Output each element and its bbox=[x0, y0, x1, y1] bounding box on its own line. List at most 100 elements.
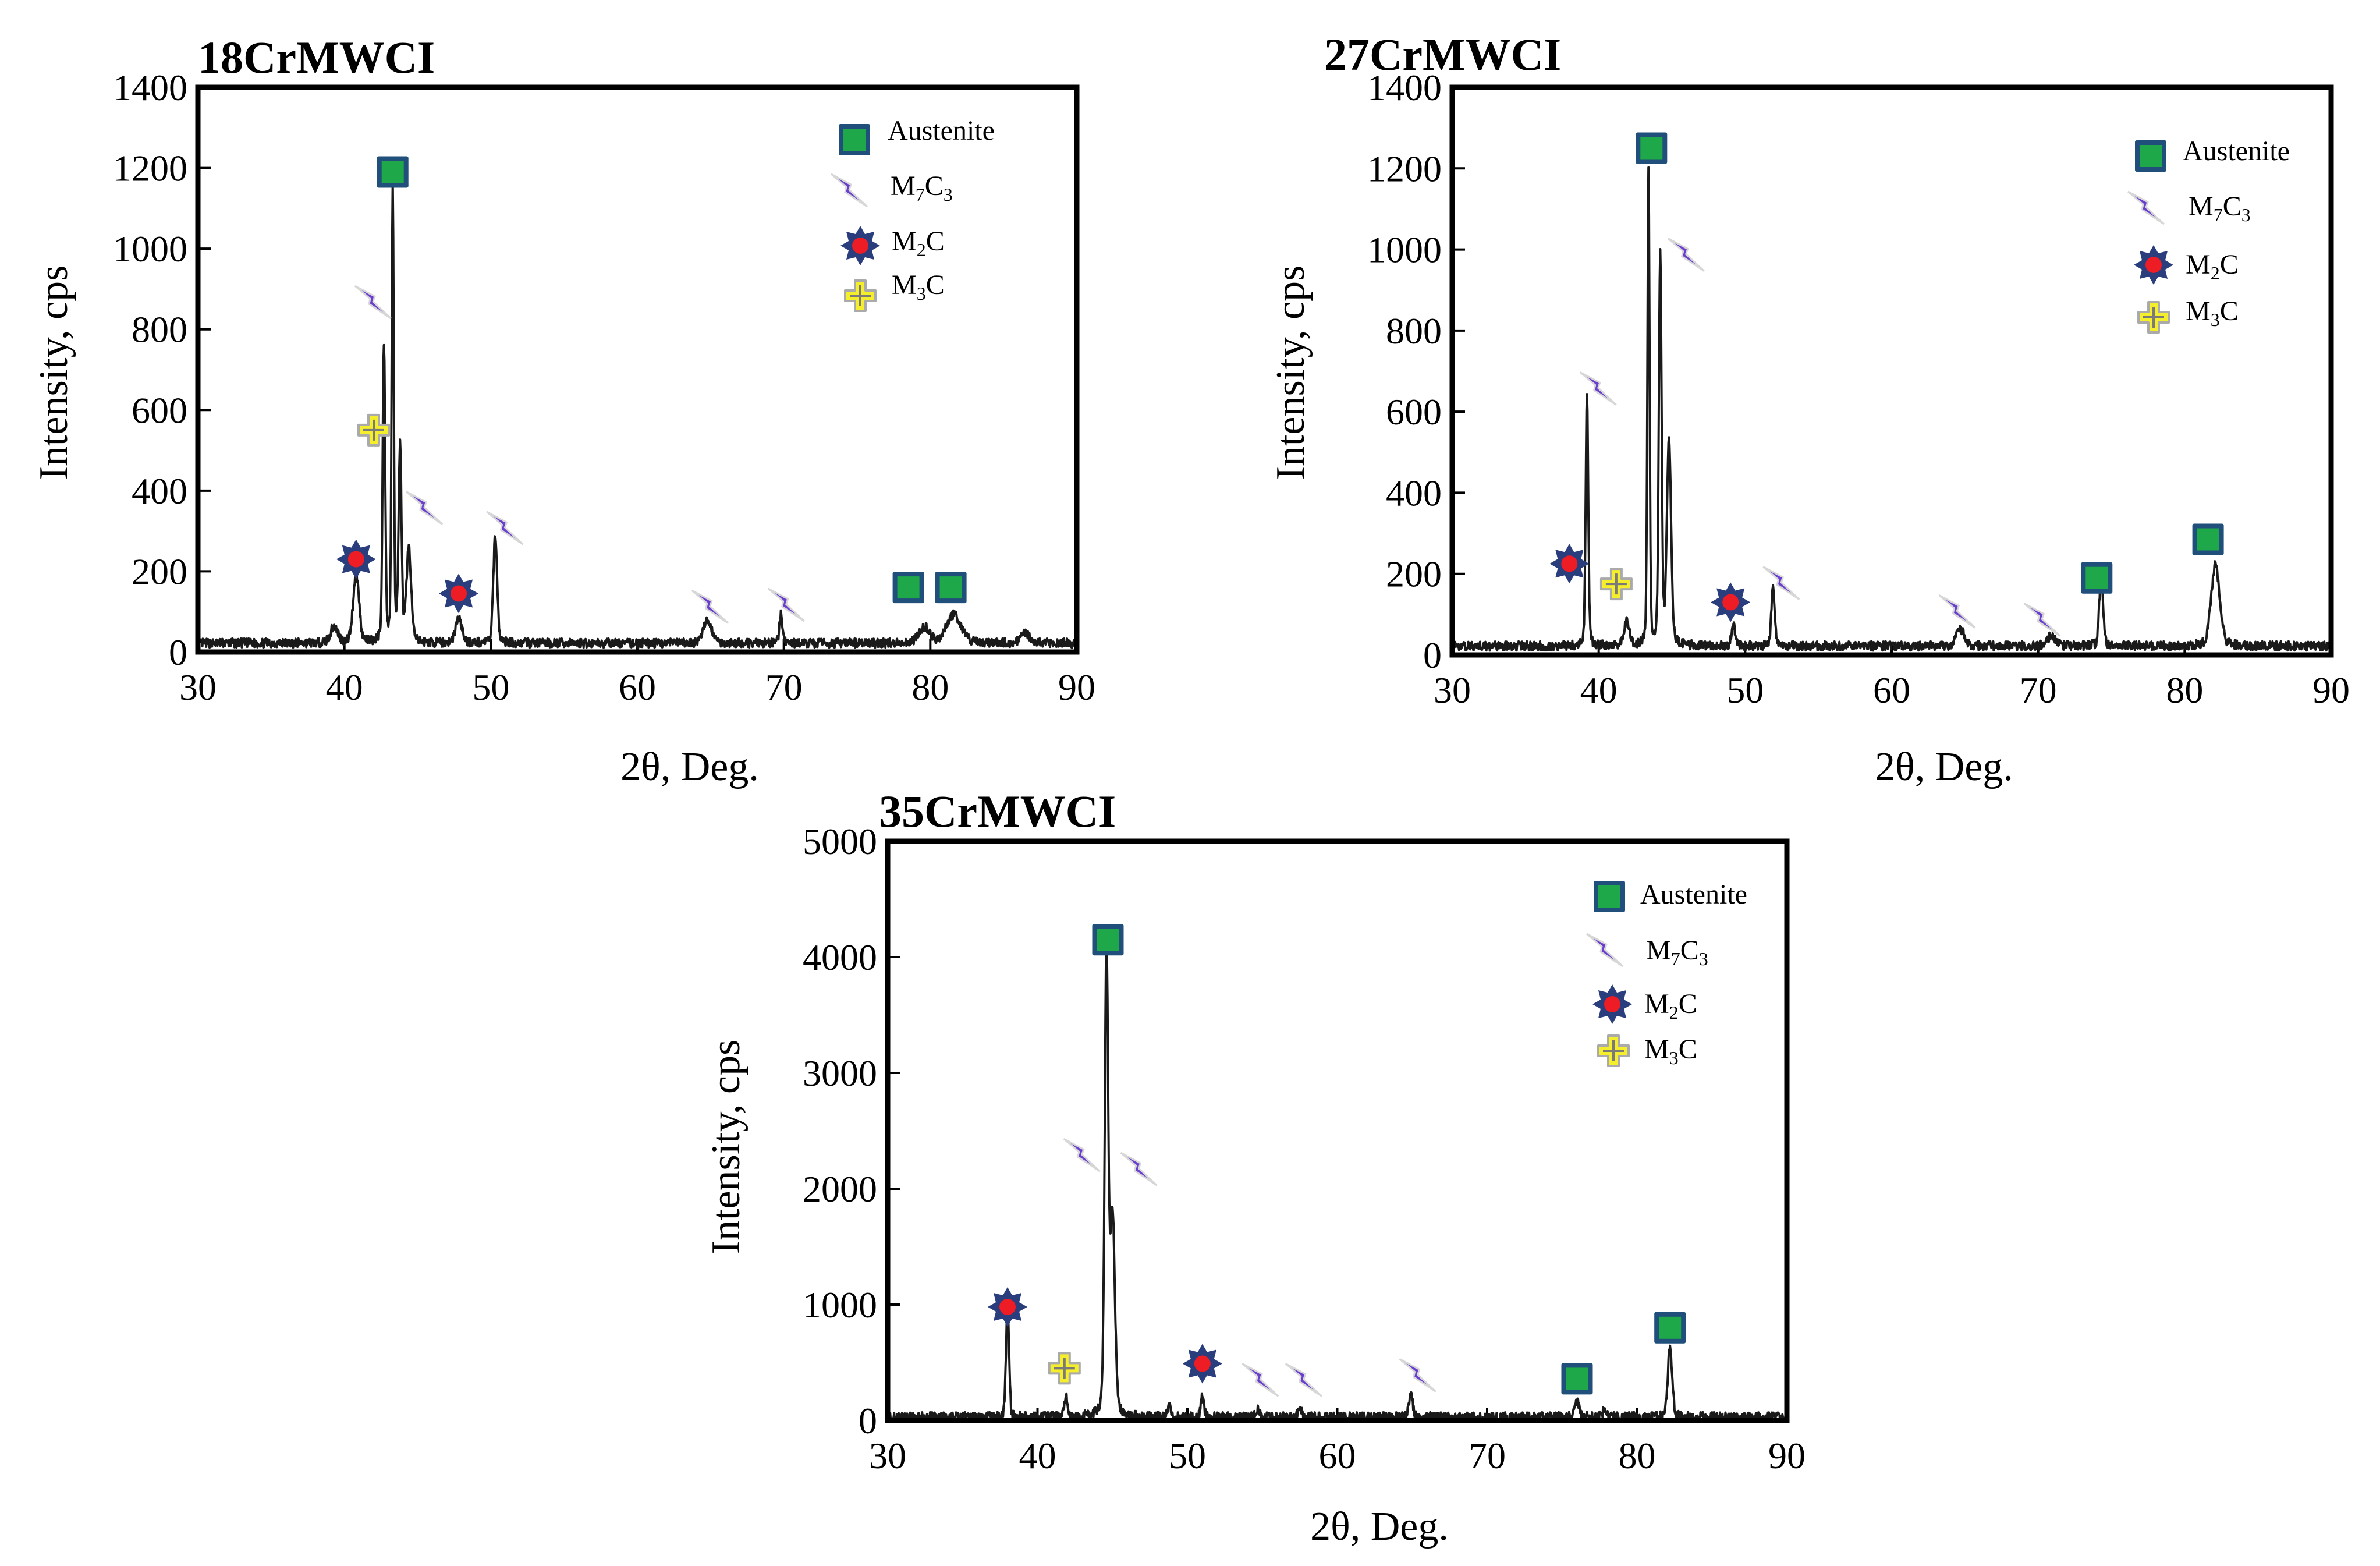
xrd-trace bbox=[1451, 166, 2332, 652]
axis-ticks: 30 40 50 60 70 80 90 0 1000 2000 3000 4000 5000 bbox=[803, 821, 1806, 1476]
y-tick-label: 1400 bbox=[1367, 67, 1442, 108]
marker-austenite bbox=[2192, 523, 2224, 555]
legend-item-austenite: Austenite bbox=[839, 115, 995, 155]
y-tick-label: 200 bbox=[132, 551, 187, 592]
legend-label-m2c: M2C bbox=[892, 226, 945, 260]
legend-label-m3c: M3C bbox=[1644, 1034, 1697, 1068]
x-tick-label: 70 bbox=[765, 667, 803, 708]
x-tick-label: 70 bbox=[2020, 669, 2057, 711]
y-tick-label: 3000 bbox=[803, 1053, 877, 1094]
legend-item-austenite: Austenite bbox=[1594, 879, 1747, 912]
marker-m7c3 bbox=[486, 511, 524, 545]
marker-austenite bbox=[1092, 924, 1124, 956]
marker-m7c3 bbox=[1063, 1138, 1101, 1172]
marker-m3c bbox=[1599, 568, 1633, 601]
legend-label-m3c: M3C bbox=[892, 270, 945, 304]
legend: Austenite M7C3 M2C M3C bbox=[1586, 879, 1747, 1068]
x-tick-label: 90 bbox=[1058, 667, 1095, 708]
marker-m2c bbox=[988, 1287, 1027, 1327]
chart-title: 18CrMWCI bbox=[198, 32, 435, 83]
marker-m2c bbox=[336, 539, 376, 579]
x-tick-label: 50 bbox=[472, 667, 509, 708]
marker-m7c3 bbox=[405, 491, 444, 526]
legend-item-austenite: Austenite bbox=[2135, 136, 2290, 172]
x-tick-label: 90 bbox=[2312, 669, 2350, 711]
marker-m7c3 bbox=[1762, 566, 1800, 601]
marker-austenite bbox=[1561, 1363, 1593, 1395]
y-tick-label: 2000 bbox=[803, 1168, 877, 1210]
marker-austenite bbox=[1636, 132, 1668, 164]
axis-ticks: 30 40 50 60 70 80 90 0 200 400 600 800 1000 1200 1400 bbox=[1367, 67, 2350, 711]
x-axis-label: 2θ, Deg. bbox=[1310, 1504, 1449, 1549]
y-tick-label: 800 bbox=[132, 309, 187, 350]
x-tick-label: 40 bbox=[1580, 669, 1618, 711]
legend-label-m2c: M2C bbox=[1644, 989, 1697, 1023]
marker-m7c3 bbox=[691, 589, 729, 624]
marker-m7c3 bbox=[354, 285, 392, 320]
x-axis-label: 2θ, Deg. bbox=[1875, 745, 2013, 789]
legend-item-m3c: M3C bbox=[2137, 296, 2239, 334]
xrd-trace bbox=[886, 940, 1788, 1422]
x-tick-label: 60 bbox=[1873, 669, 1910, 711]
plot-frame bbox=[195, 84, 1080, 655]
y-tick-label: 800 bbox=[1386, 310, 1442, 352]
legend: Austenite M7C3 M2C M3C bbox=[830, 115, 995, 312]
x-tick-label: 80 bbox=[1619, 1435, 1656, 1476]
legend-label-austenite: Austenite bbox=[888, 115, 995, 146]
legend-item-m3c: M3C bbox=[844, 270, 945, 312]
marker-m2c bbox=[1182, 1344, 1222, 1384]
marker-m7c3 bbox=[1120, 1152, 1158, 1186]
marker-austenite bbox=[377, 156, 409, 188]
legend-label-m3c: M3C bbox=[2186, 296, 2239, 330]
legend-item-m2c: M2C bbox=[840, 226, 945, 265]
legend-label-m7c3: M7C3 bbox=[891, 171, 953, 205]
chart-title: 27CrMWCI bbox=[1324, 29, 1561, 80]
x-tick-label: 80 bbox=[911, 667, 949, 708]
y-axis-label: Intensity, cps bbox=[31, 265, 76, 480]
y-tick-label: 400 bbox=[1386, 472, 1442, 513]
x-tick-label: 40 bbox=[1019, 1435, 1056, 1476]
y-tick-label: 1400 bbox=[113, 67, 187, 108]
marker-m7c3 bbox=[1579, 371, 1618, 406]
legend-item-m2c: M2C bbox=[1592, 984, 1697, 1024]
y-tick-label: 1200 bbox=[1367, 148, 1442, 189]
chart-35crmwci: 35CrMWCI Intensity, cps 2θ, Deg. 30 40 50 6… bbox=[704, 786, 1806, 1549]
x-tick-label: 50 bbox=[1169, 1435, 1206, 1476]
legend-label-austenite: Austenite bbox=[1640, 879, 1747, 910]
x-tick-label: 80 bbox=[2166, 669, 2203, 711]
y-tick-label: 1000 bbox=[1367, 229, 1442, 271]
marker-austenite bbox=[1654, 1312, 1686, 1344]
x-tick-label: 50 bbox=[1726, 669, 1764, 711]
y-axis-label: Intensity, cps bbox=[1268, 265, 1313, 480]
y-tick-label: 400 bbox=[132, 470, 187, 512]
chart-27crmwci: 27CrMWCI Intensity, cps 2θ, Deg. 30 40 50 6… bbox=[1268, 29, 2350, 789]
marker-m7c3 bbox=[767, 587, 806, 622]
legend-label-m7c3: M7C3 bbox=[2189, 191, 2251, 225]
axis-ticks: 30 40 50 60 70 80 90 0 200 400 600 800 1000 1200 1400 bbox=[113, 67, 1095, 708]
y-axis-label: Intensity, cps bbox=[704, 1040, 749, 1255]
legend-label-austenite: Austenite bbox=[2183, 136, 2290, 166]
y-tick-label: 600 bbox=[1386, 391, 1442, 433]
legend-item-m7c3: M7C3 bbox=[2127, 190, 2251, 225]
marker-austenite bbox=[2081, 562, 2113, 594]
x-tick-label: 90 bbox=[1768, 1435, 1806, 1476]
phase-markers bbox=[336, 156, 967, 624]
x-tick-label: 30 bbox=[1434, 669, 1471, 711]
x-tick-label: 30 bbox=[179, 667, 217, 708]
legend-item-m7c3: M7C3 bbox=[1586, 933, 1708, 969]
xrd-trace bbox=[197, 181, 1078, 649]
chart-title: 35CrMWCI bbox=[879, 786, 1116, 837]
x-tick-label: 60 bbox=[1319, 1435, 1356, 1476]
legend-item-m3c: M3C bbox=[1597, 1034, 1697, 1068]
legend-label-m2c: M2C bbox=[2186, 249, 2239, 284]
marker-m7c3 bbox=[1399, 1358, 1437, 1393]
plot-frame bbox=[885, 838, 1790, 1423]
chart-18crmwci: 18CrMWCI Intensity, cps 2θ, Deg. 30 40 50 6… bbox=[31, 32, 1095, 789]
y-tick-label: 0 bbox=[169, 632, 187, 673]
x-tick-label: 40 bbox=[326, 667, 363, 708]
legend: Austenite M7C3 M2C M3C bbox=[2127, 136, 2290, 334]
marker-m7c3 bbox=[1241, 1362, 1279, 1397]
legend-item-m2c: M2C bbox=[2134, 245, 2239, 285]
plot-frame bbox=[1449, 84, 2334, 658]
